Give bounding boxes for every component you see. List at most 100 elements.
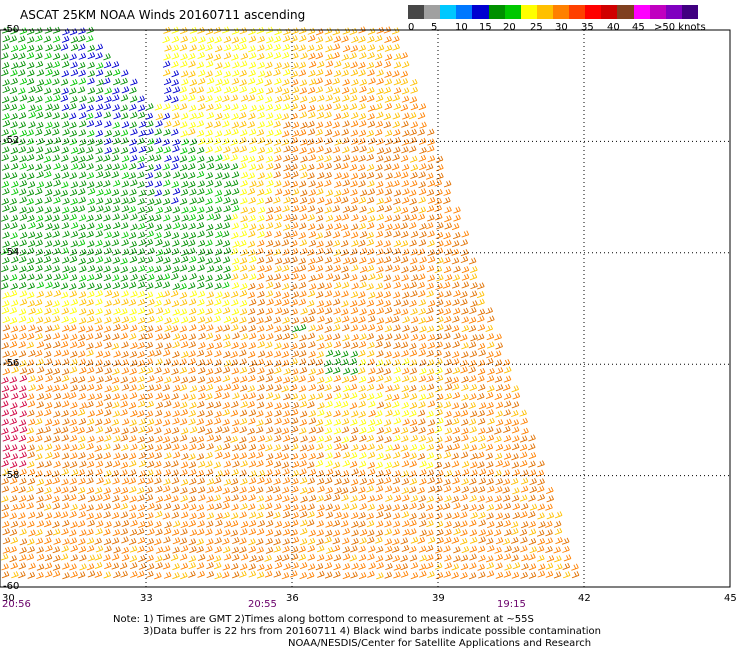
wind-barb bbox=[95, 453, 103, 461]
wind-barb bbox=[162, 367, 170, 375]
wind-barb bbox=[409, 452, 417, 460]
wind-barb bbox=[299, 410, 308, 418]
wind-barb bbox=[104, 129, 112, 137]
wind-barb bbox=[11, 180, 19, 188]
wind-barb bbox=[196, 86, 205, 94]
wind-barb bbox=[240, 553, 249, 561]
wind-barb bbox=[274, 265, 282, 273]
wind-barb bbox=[120, 146, 129, 155]
wind-barb bbox=[147, 502, 155, 510]
wind-barb bbox=[60, 511, 69, 519]
wind-barb bbox=[273, 393, 281, 401]
wind-barb bbox=[325, 503, 333, 511]
wind-barb bbox=[103, 434, 112, 442]
wind-barb bbox=[265, 281, 274, 289]
wind-barb bbox=[528, 460, 536, 468]
wind-barb bbox=[44, 189, 53, 197]
wind-barb bbox=[128, 477, 137, 485]
wind-barb bbox=[239, 289, 248, 297]
wind-barb bbox=[179, 325, 188, 333]
wind-barb bbox=[162, 273, 171, 281]
wind-barb bbox=[426, 554, 434, 562]
wind-barb bbox=[121, 86, 130, 94]
wind-barb bbox=[188, 409, 196, 418]
wind-barb bbox=[332, 537, 341, 545]
wind-barb bbox=[291, 266, 300, 274]
wind-barb bbox=[53, 349, 62, 357]
wind-barb bbox=[146, 230, 154, 238]
wind-barb bbox=[28, 529, 36, 537]
wind-barb bbox=[257, 70, 266, 78]
wind-barb bbox=[298, 298, 307, 306]
wind-barb bbox=[232, 61, 240, 69]
wind-barb bbox=[196, 214, 205, 222]
wind-barb bbox=[367, 291, 376, 299]
wind-barb bbox=[257, 111, 265, 119]
wind-barb bbox=[70, 95, 78, 103]
wind-barb bbox=[358, 340, 367, 349]
wind-barb bbox=[366, 196, 375, 204]
wind-barb bbox=[162, 281, 171, 289]
wind-barb bbox=[350, 45, 359, 53]
wind-barb bbox=[265, 120, 274, 128]
wind-barb bbox=[60, 78, 69, 86]
wind-barb bbox=[36, 69, 45, 77]
wind-barb bbox=[436, 528, 444, 537]
wind-barb bbox=[69, 255, 78, 263]
wind-barb bbox=[197, 410, 205, 418]
wind-barb bbox=[512, 503, 521, 511]
wind-barb bbox=[231, 232, 239, 240]
wind-barb bbox=[197, 256, 205, 264]
wind-barb bbox=[1, 43, 10, 51]
wind-barb bbox=[231, 128, 239, 136]
wind-barb bbox=[19, 451, 27, 459]
wind-barb bbox=[87, 554, 96, 562]
wind-barb bbox=[2, 291, 10, 299]
wind-barb bbox=[36, 383, 44, 391]
wind-barb bbox=[257, 214, 265, 222]
wind-barb bbox=[155, 562, 163, 570]
wind-barb bbox=[308, 189, 316, 197]
wind-barb bbox=[78, 52, 87, 60]
legend-swatch bbox=[649, 5, 667, 19]
wind-barb bbox=[96, 189, 104, 197]
wind-barb bbox=[53, 189, 61, 197]
wind-barb bbox=[239, 486, 247, 494]
wind-barb bbox=[460, 529, 468, 537]
wind-barb bbox=[86, 214, 94, 222]
wind-barb bbox=[563, 554, 572, 562]
wind-barb bbox=[129, 95, 138, 103]
wind-barb bbox=[308, 341, 316, 349]
wind-barb bbox=[154, 409, 163, 417]
wind-barb bbox=[179, 197, 188, 206]
wind-barb bbox=[324, 359, 332, 367]
wind-barb bbox=[333, 451, 341, 459]
wind-barb bbox=[103, 265, 111, 273]
wind-barb bbox=[291, 375, 299, 383]
wind-barb bbox=[35, 27, 43, 35]
wind-barb bbox=[128, 315, 137, 324]
wind-barb bbox=[426, 290, 434, 298]
wind-barb bbox=[222, 502, 230, 510]
wind-barb bbox=[221, 78, 230, 86]
wind-barb bbox=[419, 554, 427, 562]
wind-barb bbox=[239, 436, 247, 444]
wind-barb bbox=[239, 511, 247, 519]
wind-barb bbox=[214, 103, 222, 111]
wind-barb bbox=[1, 468, 10, 476]
wind-barb bbox=[102, 493, 111, 501]
wind-barb bbox=[469, 383, 478, 391]
wind-barb bbox=[163, 264, 172, 272]
wind-barb bbox=[130, 426, 138, 434]
wind-barb bbox=[384, 306, 393, 315]
wind-barb bbox=[19, 155, 27, 163]
wind-barb bbox=[121, 477, 130, 485]
wind-barb bbox=[351, 145, 359, 153]
wind-barb bbox=[85, 112, 94, 120]
wind-barb bbox=[205, 410, 214, 418]
wind-barb bbox=[453, 528, 461, 536]
wind-barb bbox=[121, 239, 129, 247]
wind-barb bbox=[222, 240, 231, 248]
wind-barb bbox=[359, 308, 367, 316]
wind-barb bbox=[70, 544, 79, 552]
